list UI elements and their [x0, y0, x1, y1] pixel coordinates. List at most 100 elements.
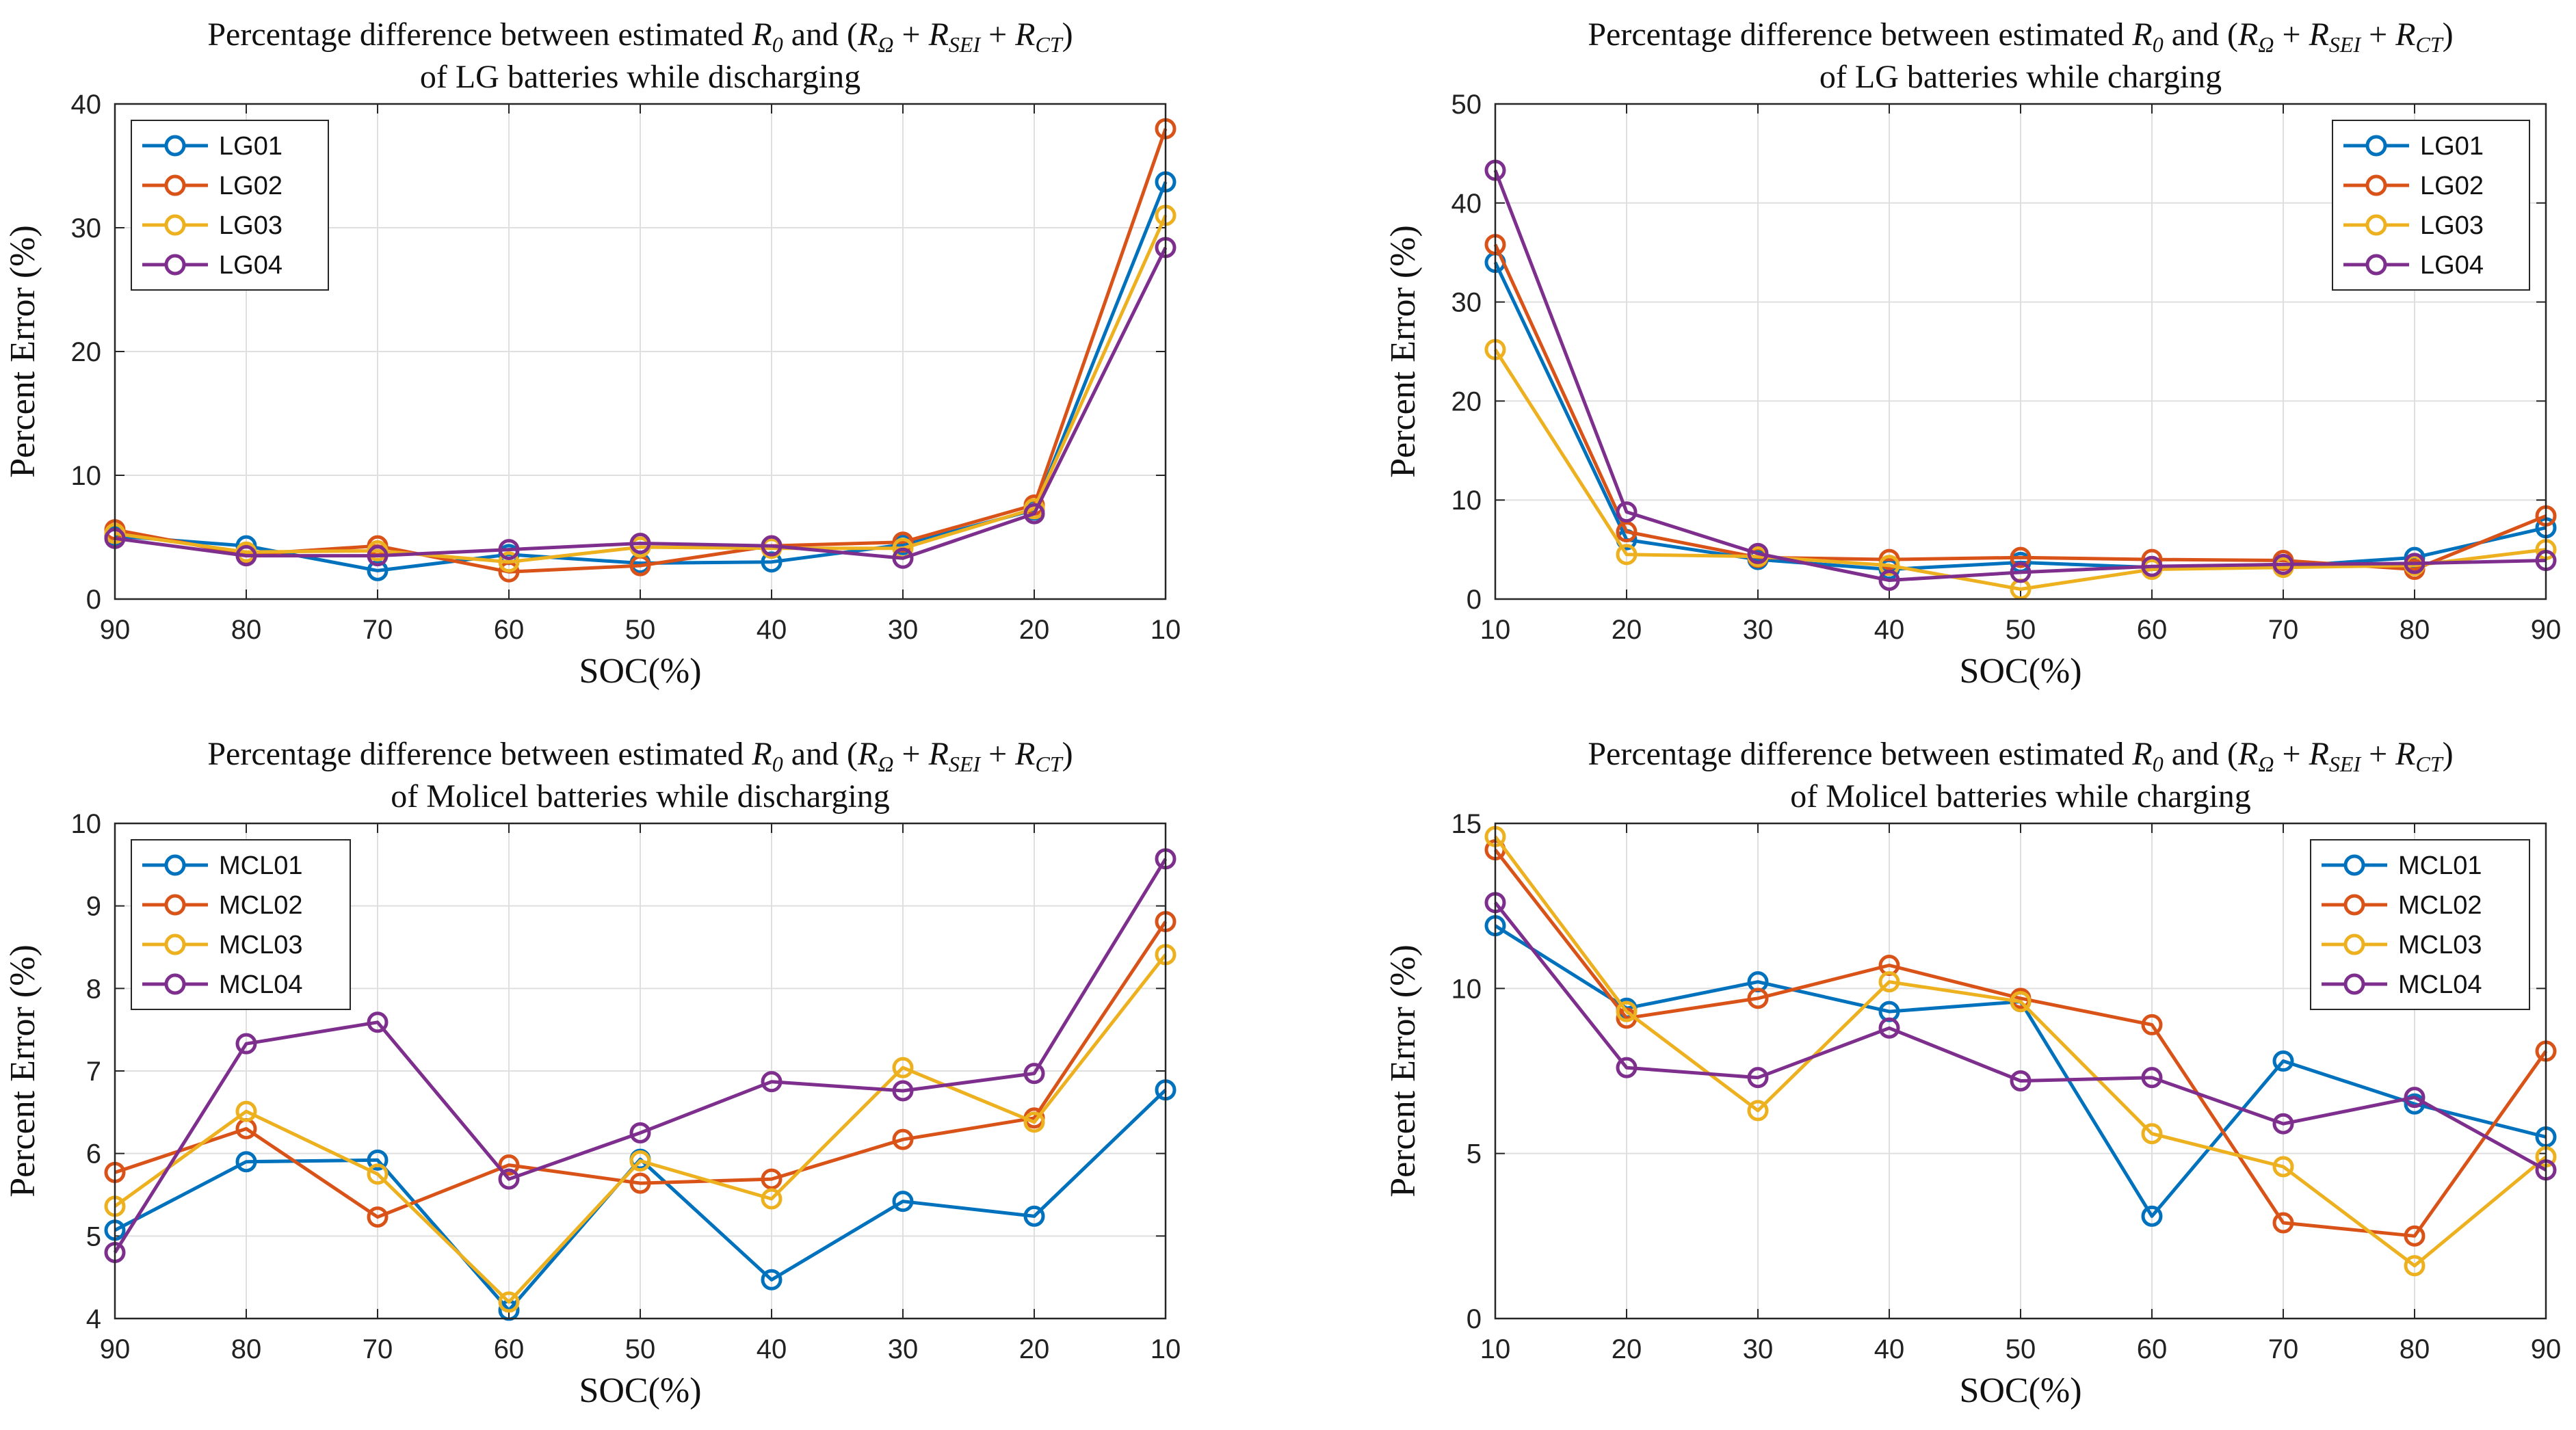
- data-point-mcl01-20: [1023, 1205, 1045, 1227]
- x-tick-label: 40: [757, 1334, 787, 1364]
- x-tick-label: 50: [2006, 615, 2036, 645]
- x-tick-label: 10: [1480, 1334, 1511, 1364]
- data-point-lg03-60: [498, 551, 520, 573]
- legend-label-lg04: LG04: [2420, 251, 2484, 280]
- title-segment: and (: [783, 736, 858, 772]
- data-point-mcl04-50: [629, 1122, 651, 1143]
- chart-title-line-1: Percentage difference between estimated …: [1588, 16, 2453, 57]
- y-tick-label: 9: [86, 892, 101, 922]
- y-tick-label: 20: [1451, 386, 1482, 416]
- data-point-lg04-80: [235, 545, 257, 567]
- data-point-lg04-20: [1023, 503, 1045, 525]
- x-tick-label: 30: [1743, 615, 1774, 645]
- chart-title-line-2: of Molicel batteries while charging: [1790, 778, 2251, 815]
- y-tick-label: 20: [71, 337, 102, 367]
- title-segment: CT: [2416, 752, 2444, 776]
- axes-box: [1494, 103, 2547, 600]
- x-axis-label: SOC(%): [579, 1371, 701, 1410]
- title-segment: R: [2131, 736, 2152, 772]
- x-tick-label: 70: [2268, 1334, 2299, 1364]
- x-axis-label: SOC(%): [1959, 1371, 2081, 1410]
- title-segment: R: [928, 16, 949, 53]
- title-segment: R: [2131, 16, 2152, 53]
- x-tick-label: 40: [757, 615, 787, 645]
- data-point-mcl03-80: [2404, 1255, 2426, 1277]
- x-tick-label: 80: [2400, 1334, 2430, 1364]
- legend-swatch-marker: [2365, 254, 2387, 276]
- data-point-mcl01-80: [235, 1151, 257, 1173]
- legend-swatch-marker: [2365, 135, 2387, 157]
- x-tick-label: 30: [888, 615, 919, 645]
- y-tick-label: 5: [1467, 1139, 1482, 1169]
- y-axis-label: Percent Error (%): [3, 944, 42, 1197]
- legend: MCL01 MCL02 MCL03 MCL04: [2310, 839, 2530, 1010]
- data-point-lg01-70: [367, 559, 389, 581]
- y-tick-label: 50: [1451, 90, 1482, 120]
- title-segment: +: [2274, 16, 2309, 53]
- x-tick-label: 50: [625, 1334, 656, 1364]
- data-point-mcl04-30: [892, 1080, 914, 1102]
- data-point-mcl01-70: [2272, 1050, 2294, 1072]
- title-segment: CT: [1036, 752, 1064, 776]
- data-point-mcl03-60: [2141, 1123, 2163, 1145]
- data-point-mcl02-50: [629, 1172, 651, 1194]
- y-tick-label: 0: [1467, 1304, 1482, 1334]
- title-segment: Percentage difference between estimated: [1588, 16, 2132, 53]
- title-segment: R: [751, 736, 772, 772]
- x-tick-label: 30: [1743, 1334, 1774, 1364]
- title-segment: ): [1062, 736, 1073, 772]
- title-segment: Percentage difference between estimated: [207, 16, 752, 53]
- title-segment: SEI: [2329, 32, 2362, 57]
- y-tick-label: 10: [1451, 486, 1482, 516]
- data-point-mcl02-70: [367, 1206, 389, 1228]
- legend-box: [2332, 120, 2530, 291]
- chart-title-line-2: of LG batteries while discharging: [420, 59, 860, 95]
- data-point-mcl04-40: [761, 1071, 783, 1093]
- x-tick-label: 40: [1874, 1334, 1905, 1364]
- y-tick-label: 10: [1451, 974, 1482, 1004]
- data-point-mcl03-70: [367, 1163, 389, 1185]
- title-segment: SEI: [2329, 752, 2362, 776]
- legend-label-lg02: LG02: [219, 172, 282, 200]
- data-point-mcl04-40: [1878, 1017, 1900, 1039]
- data-point-lg04-20: [1616, 501, 1638, 523]
- x-tick-label: 50: [2006, 1334, 2036, 1364]
- title-segment: R: [2395, 16, 2415, 53]
- x-tick-label: 70: [363, 1334, 393, 1364]
- title-segment: +: [893, 16, 928, 53]
- title-segment: +: [2361, 16, 2395, 53]
- y-axis-label: Percent Error (%): [1384, 225, 1423, 478]
- data-point-mcl02-30: [892, 1128, 914, 1150]
- title-segment: CT: [1036, 32, 1064, 57]
- title-segment: SEI: [949, 752, 982, 776]
- series-line-lg03: [1493, 348, 2547, 591]
- x-tick-label: 40: [1874, 615, 1905, 645]
- title-segment: CT: [2416, 32, 2444, 57]
- title-segment: R: [857, 736, 878, 772]
- title-segment: R: [857, 16, 878, 53]
- legend-label-mcl01: MCL01: [2398, 851, 2482, 880]
- chart-title-line-2: of LG batteries while charging: [1819, 59, 2222, 95]
- axes-box: [114, 103, 1167, 600]
- data-point-lg04-40: [761, 535, 783, 557]
- y-axis-label: Percent Error (%): [1384, 944, 1423, 1197]
- data-point-mcl02-30: [1747, 988, 1769, 1009]
- x-axis-label: SOC(%): [1959, 652, 2081, 691]
- data-point-lg03-20: [1616, 544, 1638, 566]
- data-point-lg04-30: [892, 547, 914, 569]
- legend-label-mcl02: MCL02: [219, 891, 303, 920]
- x-tick-label: 20: [1019, 615, 1050, 645]
- legend-label-lg01: LG01: [2420, 132, 2484, 161]
- title-segment: Ω: [2258, 32, 2274, 57]
- title-segment: Ω: [2258, 752, 2274, 776]
- title-segment: R: [2309, 16, 2329, 53]
- title-segment: +: [2361, 736, 2395, 772]
- x-tick-label: 90: [2531, 615, 2562, 645]
- x-tick-label: 20: [1019, 1334, 1050, 1364]
- data-point-mcl03-30: [892, 1057, 914, 1078]
- chart-title-line-1: Percentage difference between estimated …: [1588, 736, 2453, 776]
- legend-swatch-marker: [2343, 973, 2365, 995]
- legend-swatch-marker: [2343, 854, 2365, 876]
- legend: LG01 LG02 LG03 LG04: [2332, 120, 2530, 291]
- x-tick-label: 60: [494, 1334, 525, 1364]
